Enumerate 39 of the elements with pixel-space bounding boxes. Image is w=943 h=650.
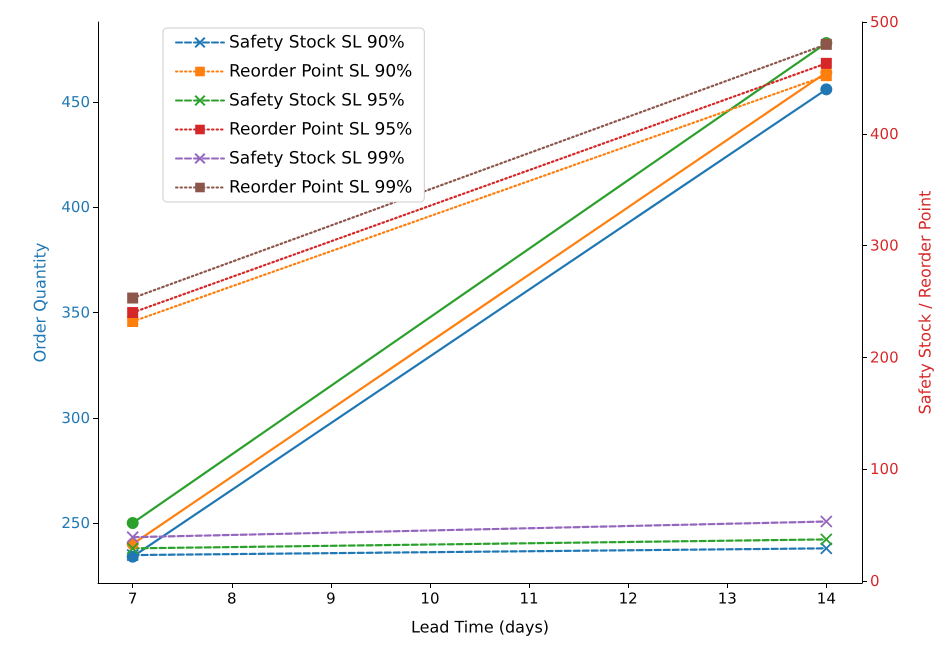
point: [820, 533, 833, 546]
y2-axis-title: Safety Stock / Reorder Point: [916, 190, 934, 414]
legend-label: Reorder Point SL 99%: [229, 178, 412, 198]
y-tick-label: 450: [61, 92, 90, 111]
y-tick-label: 350: [61, 304, 90, 322]
point: [820, 70, 832, 82]
x-axis-title: Lead Time (days): [410, 618, 550, 636]
x-tick-label: 7: [128, 590, 138, 608]
y2-tick-label: 0: [870, 572, 880, 590]
y-tick-label: 300: [61, 408, 90, 427]
legend-label: Safety Stock SL 90%: [229, 32, 405, 52]
point: [126, 530, 140, 544]
x-tick-label: 8: [227, 590, 237, 608]
legend-label: Safety Stock SL 99%: [229, 148, 405, 168]
point: [820, 58, 832, 69]
x-tick-label: 14: [816, 590, 836, 608]
point: [820, 542, 833, 555]
y-axis-title: Order Quantity: [30, 242, 50, 362]
x-tick-label: 10: [420, 590, 440, 608]
legend-label: Reorder Point SL 95%: [229, 120, 412, 140]
y2-tick-label: 100: [870, 460, 899, 478]
point: [820, 83, 832, 96]
y2-tick-label: 200: [870, 348, 899, 366]
point: [820, 515, 833, 528]
x-tick-label: 11: [520, 590, 539, 608]
point: [126, 542, 140, 555]
y-tick-label: 400: [61, 198, 90, 216]
point: [127, 292, 138, 304]
x-tick-label: 13: [718, 590, 737, 608]
legend-label: Reorder Point SL 90%: [229, 62, 412, 82]
y2-tick-label: 400: [870, 124, 899, 143]
point: [127, 307, 138, 318]
y-tick-label: 250: [61, 514, 90, 532]
legend-label: Safety Stock SL 95%: [229, 90, 405, 110]
point: [126, 517, 139, 529]
x-tick-label: 12: [618, 590, 638, 608]
x-tick-label: 9: [326, 590, 336, 608]
y2-tick-label: 500: [870, 13, 899, 31]
y2-tick-label: 300: [870, 236, 899, 255]
